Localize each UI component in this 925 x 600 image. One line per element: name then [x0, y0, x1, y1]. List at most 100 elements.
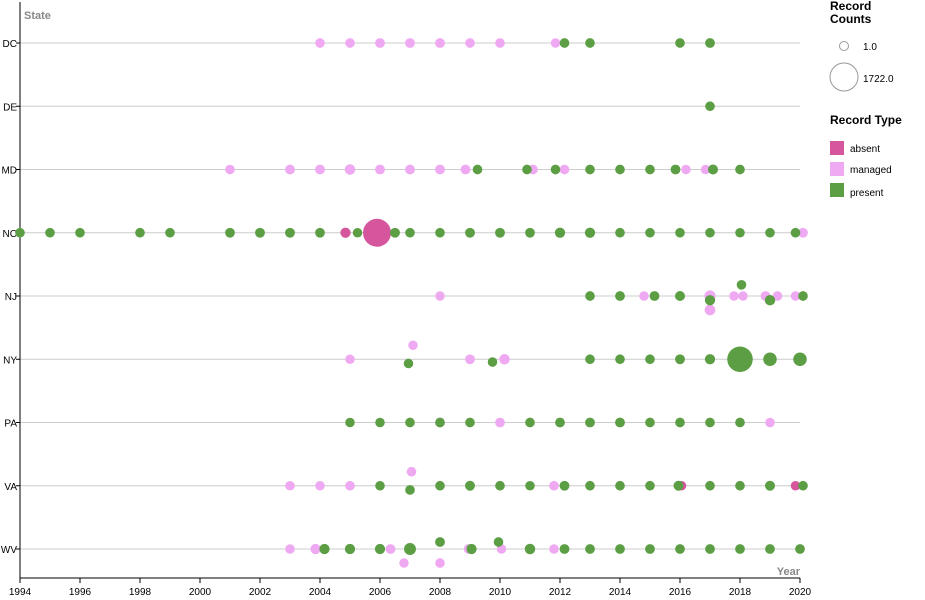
point-present-nc-34[interactable] — [675, 227, 685, 238]
point-managed-nj-22[interactable] — [639, 291, 649, 301]
point-present-va-79[interactable] — [645, 480, 655, 491]
point-present-nj-40[interactable] — [615, 291, 625, 301]
point-present-va-76[interactable] — [559, 480, 570, 491]
point-managed-nj-26[interactable] — [738, 291, 748, 301]
point-present-wv-95[interactable] — [615, 544, 625, 554]
point-present-ny-55[interactable] — [763, 352, 777, 367]
point-present-pa-68[interactable] — [705, 417, 715, 428]
point-present-va-70[interactable] — [375, 480, 385, 491]
point-managed-dc-3[interactable] — [405, 38, 415, 48]
point-present-md-12[interactable] — [707, 164, 719, 175]
point-managed-va-40[interactable] — [406, 466, 417, 477]
point-managed-wv-47[interactable] — [435, 558, 445, 568]
point-present-pa-66[interactable] — [645, 417, 655, 428]
point-present-wv-101[interactable] — [795, 544, 805, 554]
point-present-nc-19[interactable] — [225, 227, 235, 238]
point-present-pa-58[interactable] — [375, 417, 385, 428]
point-present-nc-24[interactable] — [390, 227, 400, 238]
point-present-wv-94[interactable] — [585, 544, 595, 554]
point-managed-va-37[interactable] — [285, 480, 295, 491]
point-present-nc-17[interactable] — [135, 227, 145, 238]
point-present-va-82[interactable] — [735, 480, 745, 491]
point-present-nj-39[interactable] — [585, 291, 595, 301]
point-present-ny-52[interactable] — [675, 354, 685, 365]
point-managed-ny-33[interactable] — [499, 354, 510, 365]
point-managed-va-38[interactable] — [315, 480, 325, 491]
point-present-nc-16[interactable] — [75, 227, 85, 238]
point-present-va-72[interactable] — [435, 480, 445, 491]
point-present-wv-87[interactable] — [374, 543, 386, 555]
point-present-ny-48[interactable] — [487, 357, 498, 367]
point-present-nc-38[interactable] — [790, 227, 801, 238]
point-present-va-77[interactable] — [585, 480, 595, 491]
point-present-md-6[interactable] — [522, 164, 532, 175]
point-managed-md-18[interactable] — [681, 164, 691, 175]
point-present-pa-59[interactable] — [405, 417, 415, 428]
point-present-nj-43[interactable] — [704, 295, 716, 306]
point-present-nc-15[interactable] — [45, 227, 55, 238]
point-present-va-80[interactable] — [673, 480, 684, 491]
point-present-md-9[interactable] — [615, 164, 625, 175]
point-present-wv-93[interactable] — [559, 544, 570, 554]
point-managed-md-11[interactable] — [344, 164, 356, 175]
point-absent-nc-1[interactable] — [363, 218, 391, 247]
point-managed-ny-31[interactable] — [408, 340, 418, 350]
point-managed-dc-5[interactable] — [465, 38, 475, 48]
point-present-nc-14[interactable] — [15, 227, 25, 238]
point-present-nc-29[interactable] — [525, 227, 535, 238]
point-present-nc-25[interactable] — [405, 227, 415, 238]
point-present-nj-44[interactable] — [736, 279, 747, 290]
point-present-wv-97[interactable] — [675, 544, 685, 554]
point-present-nj-46[interactable] — [798, 291, 808, 301]
point-present-va-75[interactable] — [525, 480, 535, 491]
point-present-nc-27[interactable] — [465, 227, 475, 238]
point-present-wv-90[interactable] — [466, 543, 477, 555]
point-present-nc-37[interactable] — [765, 227, 775, 238]
point-present-pa-64[interactable] — [585, 417, 595, 428]
point-present-ny-51[interactable] — [645, 354, 655, 365]
point-managed-md-14[interactable] — [435, 164, 445, 175]
point-present-ny-47[interactable] — [403, 358, 414, 369]
point-present-wv-91[interactable] — [493, 537, 504, 547]
point-managed-md-13[interactable] — [405, 164, 415, 175]
point-managed-nj-24[interactable] — [704, 304, 716, 316]
point-managed-nj-21[interactable] — [435, 291, 445, 301]
point-present-dc-2[interactable] — [675, 38, 685, 48]
point-present-nc-35[interactable] — [705, 227, 715, 238]
point-present-nc-23[interactable] — [352, 227, 363, 238]
point-managed-dc-6[interactable] — [495, 38, 505, 48]
point-present-ny-50[interactable] — [615, 354, 625, 365]
point-managed-md-15[interactable] — [460, 164, 471, 175]
point-present-pa-67[interactable] — [675, 417, 685, 428]
point-present-pa-61[interactable] — [465, 417, 475, 428]
point-present-md-13[interactable] — [735, 164, 745, 175]
point-present-nj-41[interactable] — [649, 291, 660, 301]
point-present-pa-65[interactable] — [615, 417, 625, 428]
point-present-wv-100[interactable] — [765, 544, 775, 554]
point-managed-md-19[interactable] — [700, 164, 711, 175]
point-managed-md-12[interactable] — [375, 164, 385, 175]
point-present-wv-88[interactable] — [404, 543, 416, 555]
point-managed-md-9[interactable] — [285, 164, 295, 175]
point-present-ny-49[interactable] — [585, 354, 595, 365]
point-managed-dc-4[interactable] — [435, 38, 445, 48]
point-managed-va-41[interactable] — [549, 480, 559, 491]
point-present-va-84[interactable] — [798, 480, 808, 491]
point-present-nc-30[interactable] — [554, 227, 566, 238]
point-present-va-73[interactable] — [465, 480, 475, 491]
point-present-nc-20[interactable] — [255, 227, 265, 238]
point-present-wv-89[interactable] — [435, 537, 445, 547]
point-present-wv-99[interactable] — [735, 544, 745, 554]
point-managed-pa-36[interactable] — [765, 417, 775, 428]
point-present-nj-42[interactable] — [674, 290, 686, 302]
point-managed-md-17[interactable] — [559, 164, 570, 175]
point-present-dc-3[interactable] — [705, 38, 715, 48]
point-present-nc-22[interactable] — [315, 227, 325, 238]
point-managed-nc-20[interactable] — [798, 227, 808, 238]
point-present-ny-54[interactable] — [727, 346, 753, 373]
point-present-wv-96[interactable] — [645, 544, 655, 554]
point-present-dc-1[interactable] — [585, 38, 595, 48]
point-present-md-10[interactable] — [645, 164, 655, 175]
point-present-wv-85[interactable] — [319, 543, 330, 555]
point-present-va-71[interactable] — [405, 485, 415, 495]
